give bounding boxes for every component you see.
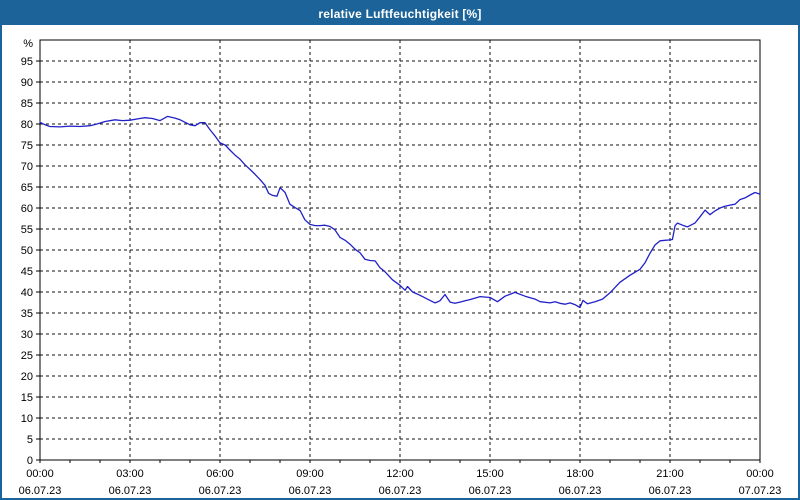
y-tick-label: 55 bbox=[21, 224, 33, 236]
x-tick-time-label: 18:00 bbox=[566, 468, 594, 480]
x-tick-date-label: 06.07.23 bbox=[289, 485, 332, 497]
x-tick-date-label: 06.07.23 bbox=[109, 485, 152, 497]
x-tick-date-label: 07.07.23 bbox=[739, 485, 782, 497]
x-tick-time-label: 03:00 bbox=[116, 468, 144, 480]
y-tick-label: 60 bbox=[21, 203, 33, 215]
x-tick-time-label: 00:00 bbox=[26, 468, 54, 480]
x-tick-date-label: 06.07.23 bbox=[19, 485, 62, 497]
y-tick-label: 45 bbox=[21, 266, 33, 278]
x-tick-time-label: 12:00 bbox=[386, 468, 414, 480]
y-tick-label: 20 bbox=[21, 371, 33, 383]
y-tick-label: 65 bbox=[21, 182, 33, 194]
y-tick-label: 15 bbox=[21, 392, 33, 404]
x-tick-date-label: 06.07.23 bbox=[379, 485, 422, 497]
y-tick-label: 25 bbox=[21, 350, 33, 362]
y-tick-label: 0 bbox=[27, 455, 33, 467]
x-tick-date-label: 06.07.23 bbox=[199, 485, 242, 497]
x-tick-time-label: 09:00 bbox=[296, 468, 324, 480]
y-tick-label: 35 bbox=[21, 308, 33, 320]
y-tick-label: 85 bbox=[21, 98, 33, 110]
y-axis-unit-label: % bbox=[23, 38, 33, 50]
y-tick-label: 5 bbox=[27, 434, 33, 446]
x-tick-time-label: 00:00 bbox=[746, 468, 774, 480]
y-tick-label: 30 bbox=[21, 329, 33, 341]
y-tick-label: 40 bbox=[21, 287, 33, 299]
humidity-series-line bbox=[39, 115, 761, 309]
y-tick-label: 10 bbox=[21, 413, 33, 425]
y-tick-label: 95 bbox=[21, 56, 33, 68]
y-tick-label: 70 bbox=[21, 161, 33, 173]
y-tick-label: 80 bbox=[21, 119, 33, 131]
y-tick-label: 75 bbox=[21, 140, 33, 152]
x-tick-date-label: 06.07.23 bbox=[469, 485, 512, 497]
window-title: relative Luftfeuchtigkeit [%] bbox=[318, 6, 482, 21]
y-tick-label: 90 bbox=[21, 77, 33, 89]
x-tick-time-label: 15:00 bbox=[476, 468, 504, 480]
x-tick-date-label: 06.07.23 bbox=[559, 485, 602, 497]
window-titlebar: relative Luftfeuchtigkeit [%] bbox=[2, 2, 798, 25]
x-tick-time-label: 21:00 bbox=[656, 468, 684, 480]
x-tick-time-label: 06:00 bbox=[206, 468, 234, 480]
x-tick-date-label: 06.07.23 bbox=[649, 485, 692, 497]
humidity-line-chart: 95908580757065605550454035302520151050%0… bbox=[19, 38, 782, 497]
y-tick-label: 50 bbox=[21, 245, 33, 257]
